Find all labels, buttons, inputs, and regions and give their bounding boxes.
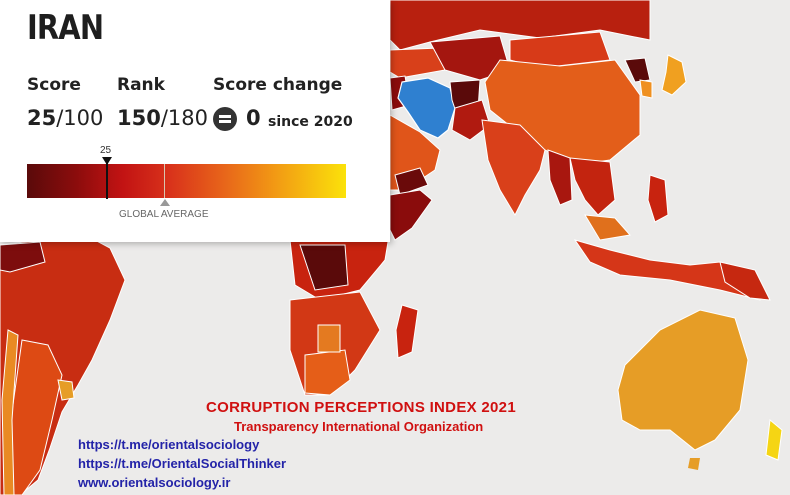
equals-icon [213, 107, 237, 131]
score-scale-bar [27, 164, 346, 198]
botswana[interactable] [317, 324, 341, 353]
website-link[interactable]: www.orientalsociology.ir [78, 475, 231, 490]
thailand-indochina[interactable] [569, 157, 616, 216]
madagascar[interactable] [395, 304, 419, 359]
uruguay[interactable] [57, 379, 75, 401]
philippines[interactable] [647, 174, 669, 223]
country-score-marker [106, 162, 108, 199]
japan[interactable] [661, 54, 687, 96]
rank-label: Rank [117, 75, 165, 95]
global-average-marker-icon [160, 199, 170, 206]
papua-new-guinea[interactable] [719, 261, 771, 301]
global-average-label: GLOBAL AVERAGE [119, 209, 209, 220]
cpi-title: CORRUPTION PERCEPTIONS INDEX 2021 [206, 399, 516, 416]
new-zealand[interactable] [765, 419, 783, 461]
pakistan[interactable] [451, 99, 491, 141]
scale-marker-value: 25 [100, 145, 112, 156]
iran-highlight[interactable] [397, 77, 456, 139]
organization-name: Transparency International Organization [234, 419, 484, 434]
global-average-line [164, 164, 165, 198]
north-korea[interactable] [624, 57, 651, 83]
country-marker-icon [102, 157, 112, 165]
south-africa[interactable] [304, 349, 351, 396]
australia[interactable] [617, 309, 749, 451]
venezuela[interactable] [0, 241, 46, 273]
tasmania[interactable] [688, 458, 700, 470]
telegram-link-1[interactable]: https://t.me/orientalsociology [78, 437, 260, 452]
country-name: IRAN [27, 8, 104, 48]
since-year: since 2020 [268, 114, 353, 130]
turkey-caucasus[interactable] [389, 47, 446, 79]
horn-of-africa[interactable] [389, 189, 433, 241]
telegram-link-2[interactable]: https://t.me/OrientalSocialThinker [78, 456, 287, 471]
india[interactable] [481, 119, 546, 217]
dr-congo[interactable] [299, 244, 349, 291]
country-info-card: IRAN Score Rank Score change 25/100 150/… [0, 0, 390, 242]
myanmar[interactable] [547, 149, 573, 206]
korea[interactable] [639, 79, 653, 99]
score-value: 25/100 [27, 106, 104, 130]
score-change-label: Score change [213, 75, 343, 95]
chile[interactable] [1, 329, 19, 495]
score-label: Score [27, 75, 81, 95]
russia[interactable] [389, 0, 651, 51]
yemen[interactable] [394, 167, 429, 196]
arabian-peninsula[interactable] [389, 114, 441, 191]
malaysia[interactable] [584, 214, 631, 241]
rank-value: 150/180 [117, 106, 209, 130]
score-change-value: 0 [246, 106, 261, 130]
